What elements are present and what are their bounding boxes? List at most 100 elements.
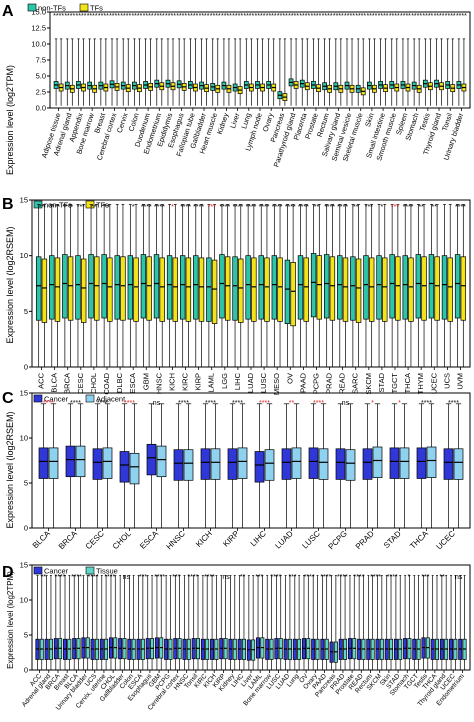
box-body	[80, 258, 87, 323]
significance-label: **	[439, 574, 445, 581]
box-body	[291, 447, 302, 479]
significance-label: *	[398, 400, 401, 407]
box-body	[153, 254, 160, 319]
x-tick-label: LAML	[207, 373, 216, 393]
significance-label: ****	[54, 574, 65, 581]
x-tick-label: HNSC	[165, 529, 188, 552]
panel-b-group: B Expression level (log2RSEM) 0 5 10 15 non-…	[2, 196, 471, 395]
box-body	[310, 253, 317, 318]
legend-label: TFs	[96, 201, 109, 210]
y-tick-label: 5.0	[36, 72, 46, 81]
significance-label: ****	[333, 13, 344, 20]
box-body	[323, 254, 330, 319]
x-tick-label: LUAD	[273, 529, 295, 551]
significance-label: ****	[400, 13, 411, 20]
significance-label: ****	[313, 400, 324, 407]
significance-label: ****	[378, 13, 389, 20]
box-body	[303, 257, 309, 322]
box-body	[237, 447, 248, 479]
plot-frame	[49, 11, 471, 109]
significance-label: ****	[205, 400, 216, 407]
x-tick-label: MESO	[272, 373, 281, 395]
box-body	[198, 257, 205, 322]
x-tick-label: BRCA	[63, 373, 72, 394]
x-tick-label: ESCA	[138, 529, 160, 551]
significance-label: ****	[88, 574, 99, 581]
box-body	[232, 256, 238, 321]
box-body	[363, 255, 369, 320]
box-body	[329, 256, 336, 321]
box-body	[460, 256, 467, 321]
x-tick-label: READ	[338, 372, 347, 393]
x-tick-label: UCEC	[435, 529, 458, 552]
x-tick-label: UVM	[455, 373, 464, 390]
significance-label: ***	[208, 204, 216, 211]
significance-label: ***	[77, 204, 85, 211]
panel-c-label: C	[2, 390, 14, 407]
significance-label: *	[171, 204, 174, 211]
x-tick-label: THYM	[416, 373, 425, 394]
significance-label: ****	[270, 574, 281, 581]
significance-label: **	[418, 204, 424, 211]
y-tick-label: 15	[20, 561, 28, 570]
y-tick-label: 5	[24, 479, 28, 488]
significance-label: ***	[391, 204, 399, 211]
panel-a-group: A Expression level (log2TPM) 0.0 2.5 5.0 7.…	[2, 3, 471, 175]
significance-label: ****	[320, 574, 331, 581]
y-tick-label: 10	[20, 596, 28, 605]
significance-label: **	[104, 204, 110, 211]
box-body	[362, 448, 373, 480]
x-tick-label: KICH	[194, 529, 214, 549]
legend-swatch	[27, 3, 37, 12]
significance-label: ****	[389, 13, 400, 20]
x-tick-label: KIRP	[221, 529, 241, 549]
significance-label: ****	[456, 13, 467, 20]
box-body	[447, 257, 453, 322]
significance-label: ****	[403, 204, 414, 211]
panel-a-ylabel: Expression level (log2TPM)	[5, 65, 15, 175]
x-tick-label: CHOL	[89, 373, 98, 394]
significance-label: *	[371, 400, 374, 407]
significance-label: ****	[232, 204, 243, 211]
significance-label: ***	[365, 204, 373, 211]
legend-label: non-TFs	[38, 4, 66, 13]
box-body	[49, 255, 55, 320]
box-body	[281, 448, 292, 480]
legend-label: Tissue	[96, 567, 118, 576]
box-body	[399, 447, 410, 479]
x-tick-label: PRAD	[325, 372, 334, 393]
box-body	[441, 255, 448, 320]
box-body	[92, 448, 103, 480]
box-body	[67, 256, 74, 321]
significance-label: ****	[97, 400, 108, 407]
box-body	[140, 254, 147, 319]
legend-swatch	[85, 566, 95, 575]
box-body	[389, 254, 395, 319]
significance-label: ***	[255, 574, 263, 581]
box-body	[337, 255, 343, 320]
x-tick-label: STAD	[382, 529, 403, 550]
significance-label: ***	[172, 574, 180, 581]
x-tick-label: KICH	[167, 373, 176, 391]
y-tick-label: 5	[24, 307, 28, 316]
box-body	[41, 258, 48, 323]
x-tick-label: ESCA	[128, 373, 137, 393]
x-tick-label: PRAD	[354, 529, 376, 551]
box-body	[350, 256, 356, 321]
box-body	[264, 449, 275, 481]
significance-label: ****	[243, 13, 254, 20]
significance-label: ****	[337, 574, 348, 581]
significance-label: ****	[165, 13, 176, 20]
box-body	[395, 256, 401, 321]
box-body	[415, 254, 422, 319]
x-tick-label: STAD	[377, 372, 386, 392]
y-tick-label: 2.5	[36, 88, 46, 97]
box-body	[372, 446, 383, 478]
significance-label: ****	[53, 13, 64, 20]
box-body	[258, 255, 264, 320]
box-body	[382, 257, 388, 322]
significance-label: ****	[304, 574, 315, 581]
significance-label: ns	[455, 574, 463, 581]
panel-d-label: D	[2, 564, 14, 581]
